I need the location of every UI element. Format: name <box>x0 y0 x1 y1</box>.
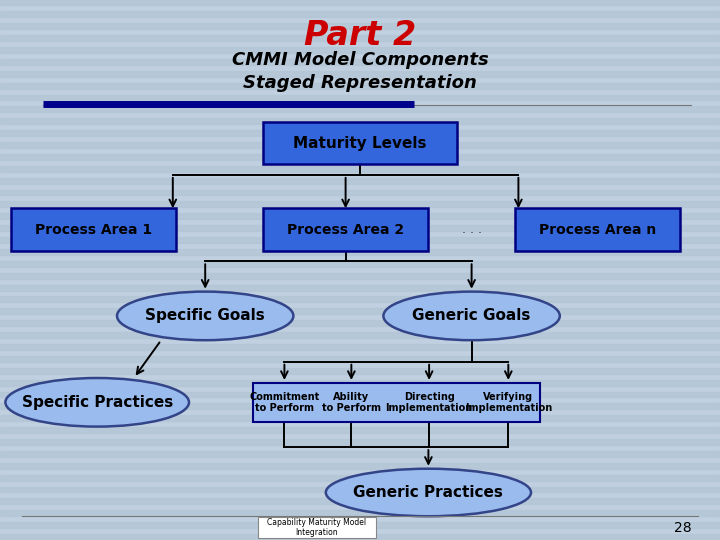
Text: CMMI Model Components
Staged Representation: CMMI Model Components Staged Representat… <box>232 51 488 92</box>
Bar <box>0 475 720 481</box>
Bar <box>0 308 720 314</box>
FancyBboxPatch shape <box>515 208 680 251</box>
Text: Process Area 2: Process Area 2 <box>287 222 404 237</box>
Ellipse shape <box>6 378 189 427</box>
Bar <box>0 534 720 540</box>
Text: Commitment
to Perform: Commitment to Perform <box>249 392 320 413</box>
Bar <box>0 154 720 160</box>
Bar <box>0 463 720 469</box>
Bar <box>0 273 720 279</box>
Bar <box>0 118 720 124</box>
Bar <box>0 237 720 243</box>
Bar <box>0 510 720 516</box>
Bar <box>0 332 720 338</box>
Bar <box>0 35 720 41</box>
Bar <box>0 392 720 397</box>
Bar <box>0 439 720 445</box>
FancyBboxPatch shape <box>263 122 457 164</box>
Bar <box>0 47 720 53</box>
Bar <box>0 71 720 77</box>
Bar <box>0 225 720 231</box>
Bar <box>0 498 720 504</box>
Bar <box>0 427 720 433</box>
Ellipse shape <box>384 292 560 340</box>
Text: Directing
Implementation: Directing Implementation <box>385 392 473 413</box>
Bar <box>0 166 720 172</box>
Bar <box>0 213 720 219</box>
FancyBboxPatch shape <box>258 517 376 538</box>
Bar <box>0 261 720 267</box>
Bar <box>0 83 720 89</box>
Text: Process Area n: Process Area n <box>539 222 656 237</box>
FancyBboxPatch shape <box>263 208 428 251</box>
Bar <box>0 178 720 184</box>
Bar <box>0 415 720 421</box>
Bar <box>0 368 720 374</box>
Bar <box>0 201 720 207</box>
Text: . . .: . . . <box>462 223 482 236</box>
Text: 28: 28 <box>674 521 691 535</box>
Bar <box>0 296 720 302</box>
Text: Generic Practices: Generic Practices <box>354 485 503 500</box>
Ellipse shape <box>325 469 531 516</box>
Bar <box>0 403 720 409</box>
FancyBboxPatch shape <box>11 208 176 251</box>
Bar <box>0 11 720 17</box>
Bar <box>0 249 720 255</box>
Bar <box>0 59 720 65</box>
Bar <box>0 23 720 29</box>
Bar <box>0 285 720 291</box>
Ellipse shape <box>117 292 294 340</box>
Bar <box>0 190 720 195</box>
Text: Ability
to Perform: Ability to Perform <box>322 392 381 413</box>
Text: Process Area 1: Process Area 1 <box>35 222 152 237</box>
Bar <box>0 130 720 136</box>
Text: Specific Goals: Specific Goals <box>145 308 265 323</box>
Bar <box>0 356 720 362</box>
Text: Maturity Levels: Maturity Levels <box>293 136 427 151</box>
Text: Capability Maturity Model
Integration: Capability Maturity Model Integration <box>267 518 366 537</box>
Bar <box>0 487 720 492</box>
Bar <box>0 451 720 457</box>
Bar <box>0 94 720 100</box>
Text: Verifying
Implementation: Verifying Implementation <box>464 392 552 413</box>
Text: Part 2: Part 2 <box>304 18 416 52</box>
Bar <box>0 0 720 5</box>
Text: Specific Practices: Specific Practices <box>22 395 173 410</box>
Text: Generic Goals: Generic Goals <box>413 308 531 323</box>
Bar <box>0 142 720 148</box>
Bar <box>0 106 720 112</box>
Bar <box>0 522 720 528</box>
Bar <box>0 380 720 386</box>
Bar <box>0 320 720 326</box>
FancyBboxPatch shape <box>253 383 540 422</box>
Bar <box>0 344 720 350</box>
